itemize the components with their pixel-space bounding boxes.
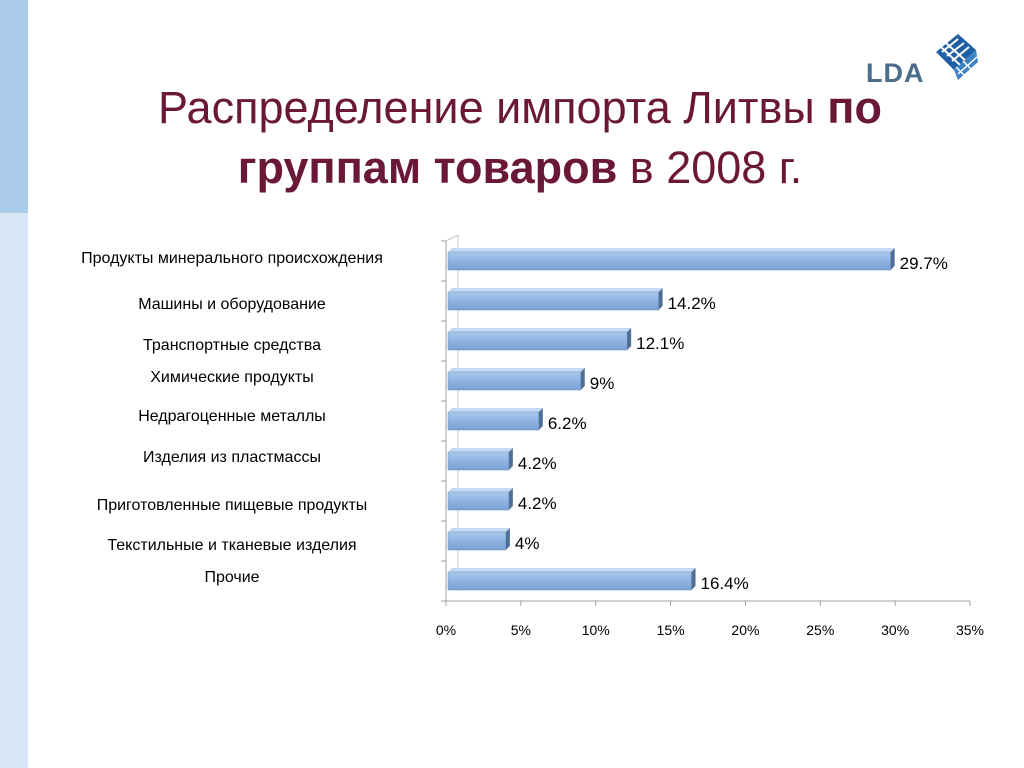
bar-front-face [447, 451, 510, 471]
bar [447, 488, 513, 511]
bar-top-face [448, 368, 585, 372]
x-tick-label: 25% [806, 622, 834, 638]
bar-top-face [448, 328, 632, 332]
x-tick-label: 0% [436, 622, 456, 638]
category-label: Машины и оборудование [138, 296, 326, 313]
bar-value-label: 6.2% [548, 414, 587, 433]
bar-top-face [448, 448, 513, 452]
bar-value-label: 9% [590, 374, 615, 393]
bar-end-face [538, 408, 543, 430]
bar-end-face [890, 248, 895, 270]
side-band-top [0, 0, 28, 213]
bar [447, 528, 510, 551]
bar [447, 288, 663, 311]
bar-front-face [447, 331, 628, 351]
bar-top-face [448, 528, 510, 532]
bar [447, 448, 513, 471]
category-label: Недрагоценные металлы [138, 408, 326, 425]
bar-front-face [447, 571, 692, 591]
category-label: Приготовленные пищевые продукты [96, 497, 368, 514]
bar [447, 248, 895, 271]
bar-end-face [580, 368, 585, 390]
bar-top-face [448, 248, 895, 252]
bar [447, 368, 585, 391]
bar [447, 328, 632, 351]
category-label: Химические продукты [150, 369, 314, 386]
bar [447, 568, 696, 591]
bar-value-label: 16.4% [701, 574, 749, 593]
x-tick-label: 10% [582, 622, 610, 638]
category-label: Текстильные и тканевые изделия [107, 537, 357, 554]
bar-front-face [447, 371, 582, 391]
x-tick-label: 20% [731, 622, 759, 638]
bar-top-face [448, 568, 696, 572]
bar-front-face [447, 291, 659, 311]
bar-top-face [448, 488, 513, 492]
bar-value-label: 29.7% [900, 254, 948, 273]
bar-end-face [627, 328, 632, 350]
bar-value-label: 4.2% [518, 454, 557, 473]
bar-end-face [505, 528, 510, 550]
bar-end-face [508, 488, 513, 510]
bar-value-label: 4% [515, 534, 540, 553]
bar-value-label: 4.2% [518, 494, 557, 513]
bar-value-label: 14.2% [668, 294, 716, 313]
category-label: Продукты минерального происхождения [81, 250, 383, 267]
category-label: Прочие [204, 569, 260, 586]
chart-bars [447, 248, 895, 591]
x-tick-label: 5% [511, 622, 531, 638]
chart-value-labels: 29.7% 14.2% 12.1% 9% 6.2% 4.2% 4.2% 4% 16.4% [515, 254, 948, 593]
bar-top-face [448, 408, 543, 412]
logo-text: LDA [866, 58, 925, 88]
bar-end-face [691, 568, 696, 590]
y-axis-wall-top [445, 234, 459, 242]
category-label: Изделия из пластмассы [143, 449, 321, 466]
x-tick-label: 15% [657, 622, 685, 638]
bar-value-label: 12.1% [636, 334, 684, 353]
bar-front-face [447, 531, 507, 551]
bar [447, 408, 543, 431]
category-label: Транспортные средства [143, 337, 321, 354]
side-band-bottom [0, 213, 28, 768]
bar-front-face [447, 251, 891, 271]
bar-top-face [448, 288, 663, 292]
chart-tick-labels: 0% 5% 10% 15% 20% 25% 30% 35% [436, 622, 984, 638]
page-title: Распределение импорта Литвы по группам т… [158, 82, 882, 193]
x-tick-label: 30% [881, 622, 909, 638]
lda-logo: LDA [866, 28, 986, 88]
bar-front-face [447, 491, 510, 511]
bar-front-face [447, 411, 540, 431]
bar-end-face [658, 288, 663, 310]
lda-logo-icon [936, 34, 978, 80]
x-tick-label: 35% [956, 622, 984, 638]
bar-end-face [508, 448, 513, 470]
